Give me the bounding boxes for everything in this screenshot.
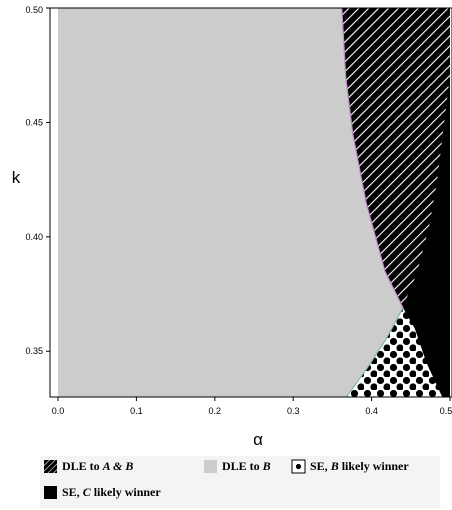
legend-background bbox=[40, 456, 440, 508]
plot-regions bbox=[58, 8, 450, 397]
y-tick-label: 0.45 bbox=[25, 117, 43, 127]
y-axis-ticks: 0.35 0.40 0.45 0.50 bbox=[25, 5, 50, 356]
legend-swatch-dle-ab bbox=[44, 460, 57, 473]
region-se-b bbox=[346, 307, 443, 397]
boundary-line-dle bbox=[341, 8, 404, 309]
y-tick-label: 0.40 bbox=[25, 232, 43, 242]
legend-label-se-c: SE, C likely winner bbox=[62, 485, 161, 499]
y-tick-label: 0.35 bbox=[25, 346, 43, 356]
y-axis-title: k bbox=[12, 168, 21, 187]
region-dle-ab bbox=[341, 8, 450, 308]
x-axis-title: α bbox=[253, 430, 263, 449]
x-tick-label: 0.0 bbox=[52, 406, 65, 416]
legend-label-dle-ab: DLE to A & B bbox=[62, 459, 133, 473]
legend-swatch-dle-b bbox=[204, 460, 217, 473]
y-tick-label: 0.50 bbox=[25, 5, 43, 15]
x-tick-label: 0.4 bbox=[365, 406, 378, 416]
legend-swatch-se-c bbox=[44, 486, 57, 499]
x-tick-label: 0.1 bbox=[130, 406, 143, 416]
legend-swatch-dot bbox=[295, 463, 302, 470]
legend-label-dle-b: DLE to B bbox=[222, 459, 271, 473]
x-tick-label: 0.2 bbox=[209, 406, 222, 416]
plot-frame bbox=[49, 7, 452, 398]
boundary-line-se bbox=[346, 307, 404, 397]
legend-label-se-b: SE, B likely winner bbox=[310, 459, 409, 473]
x-axis-ticks: 0.0 0.1 0.2 0.3 0.4 0.5 bbox=[52, 397, 452, 416]
region-se-c bbox=[402, 76, 450, 397]
x-tick-label: 0.5 bbox=[440, 406, 452, 416]
legend: DLE to A & B DLE to B SE, B likely winner S… bbox=[44, 459, 409, 499]
x-tick-label: 0.3 bbox=[287, 406, 300, 416]
